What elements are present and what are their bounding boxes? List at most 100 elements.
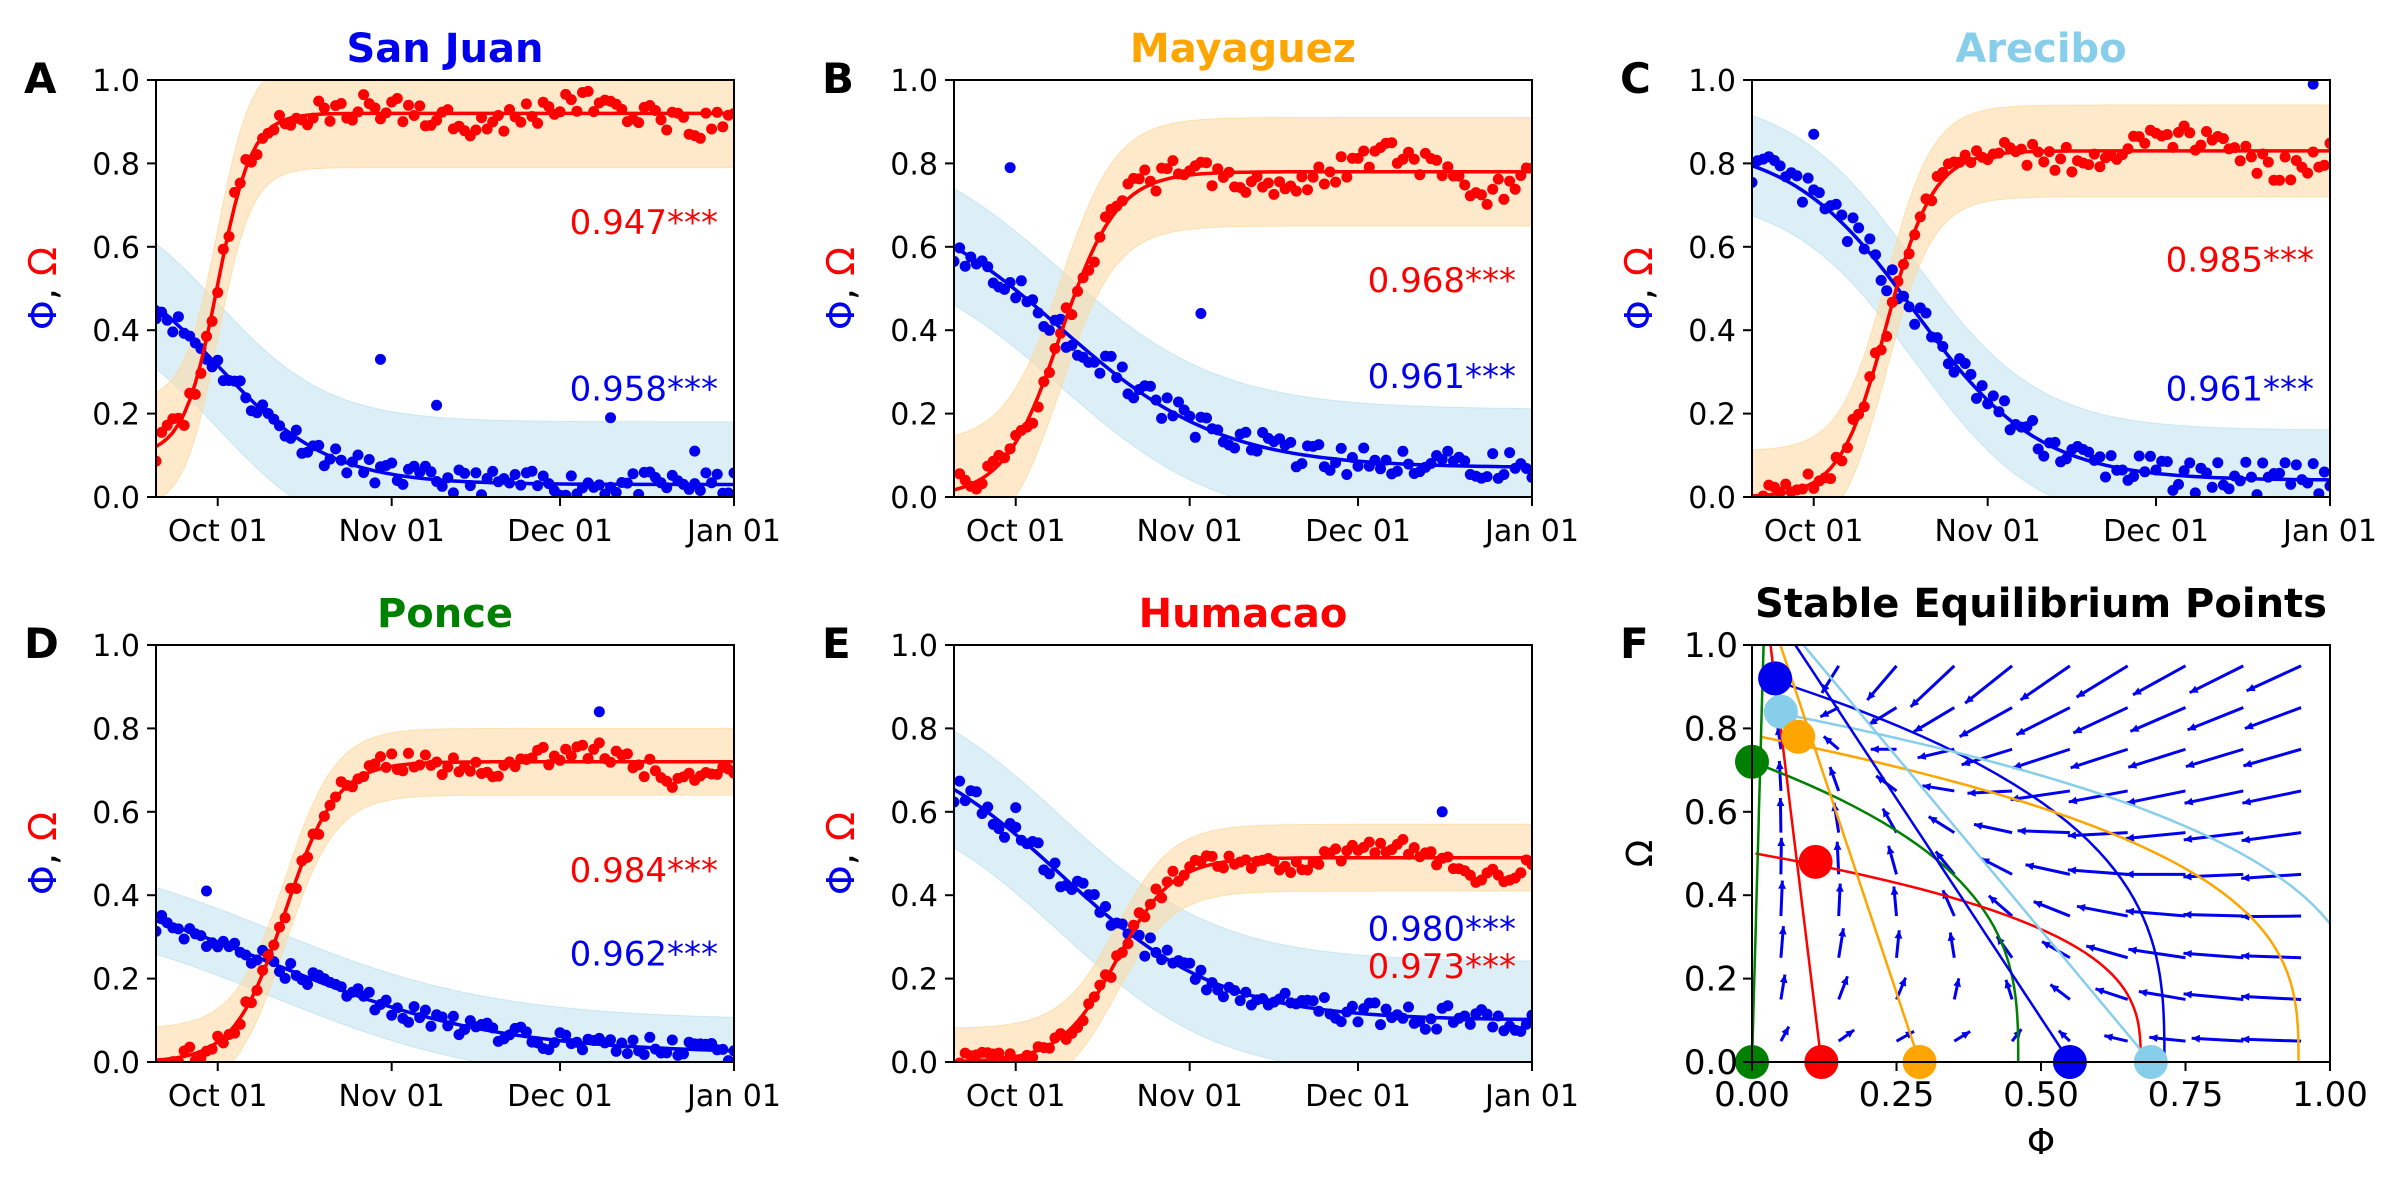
omega-point [577,739,588,751]
phi-point [397,478,409,490]
omega-point [2049,164,2061,176]
vector-arrow [2242,789,2302,805]
vector-arrowhead [1845,1029,1855,1038]
omega-point [1262,177,1274,189]
vector-arrow [1958,706,2013,738]
vector-arrow [2129,706,2187,733]
omega-point [2122,143,2134,155]
phi-point [1066,339,1078,351]
phi-point [1459,455,1471,467]
phi-fit-line [954,245,1532,469]
vector-arrow [2191,1036,2244,1043]
omega-point [2274,174,2285,186]
phi-point [605,412,617,424]
vector-arrowhead [2086,944,2096,952]
phi-point [1847,212,1859,224]
omega-point [2027,138,2039,150]
vector-arrowhead [1988,895,1998,905]
vector-arrowhead [1867,691,1876,701]
vector-arrowhead [2050,984,2060,993]
omega-point [1290,185,1302,197]
phi-point [2027,415,2039,426]
phi-point [2274,467,2285,479]
phi-point [1864,233,1876,245]
phi-point [1808,128,1820,140]
plot-area [156,706,734,1062]
omega-point [1167,865,1179,877]
phi-point [1105,350,1117,362]
omega-fit-score: 0.985*** [2166,240,2314,280]
vector-arrowhead [2104,1033,2114,1042]
equilibrium-points [1735,661,2168,1079]
phi-point [1442,445,1454,457]
phi-point [999,831,1010,843]
y-axis-label: Φ, Ω [21,247,65,330]
vector-arrowhead [1959,729,1969,737]
vector-arrow [2067,831,2128,838]
vector-arrow [2183,992,2244,1001]
y-tick-label: 0.8 [1684,709,1738,749]
omega-point [1487,183,1499,195]
omega-point [274,109,285,121]
phi-point [2173,478,2184,490]
phi-point [1375,463,1386,475]
omega-point [1504,175,1516,187]
vector-arrow [2010,789,2071,802]
omega-point [1330,843,1342,855]
phi-fit-score: 0.961*** [2166,370,2314,410]
phi-nullcline [1752,645,1765,1062]
vector-arrow [2245,664,2302,693]
y-tick-label: 0.2 [890,398,938,433]
vector-arrowhead [2183,835,2193,843]
omega-point [184,1041,196,1053]
omega-point [1425,846,1437,858]
omega-points [1757,120,2330,497]
vector-arrowhead [2070,761,2080,770]
phi-confidence-band [954,187,1532,497]
omega-point [1498,193,1510,205]
omega-point [1358,145,1370,157]
omega-point [1313,161,1325,173]
y-label-phi: Φ [21,865,65,895]
omega-point [419,749,431,761]
phi-point [1088,889,1100,900]
vector-arrowhead [2244,721,2254,730]
x-tick-label: Nov 01 [339,1079,445,1114]
omega-point [1150,185,1162,197]
phi-point [1352,1016,1364,1028]
omega-point [2184,127,2196,139]
phi-point [234,375,246,387]
phi-point [1369,997,1381,1009]
vector-arrowhead [1776,798,1785,807]
omega-point [498,125,510,137]
omega-point [949,1064,960,1075]
vector-arrowhead [2183,990,2192,999]
phi-point [1526,472,1532,483]
omega-point [1352,152,1364,164]
phi-points [1752,80,2330,497]
vector-arrowhead [2241,992,2250,1001]
phi-point [1948,366,1960,378]
vector-arrowhead [2241,873,2250,882]
axes-frame [155,644,735,1063]
x-tick-label: Jan 01 [685,514,781,549]
omega-fit-score: 0.984*** [570,851,718,891]
vector-arrowhead [2017,827,2026,835]
x-tick-label: Oct 01 [168,1079,268,1114]
y-tick-label: 0.6 [890,796,938,831]
omega-point [2021,159,2033,171]
omega-point [515,116,527,128]
equilibrium-point [1763,694,1798,729]
omega-point [1959,149,1971,161]
phi-point [1100,901,1111,912]
x-tick-label: 1.00 [2292,1075,2368,1115]
phi-point [954,255,960,267]
phi-point [678,1048,689,1060]
y-tick-label: 0.2 [890,963,938,998]
omega-nullcline [1771,710,2330,926]
vector-arrow [2185,747,2244,769]
phi-point [167,326,179,338]
phi-point [1920,307,1932,319]
phi-point [1987,390,1999,402]
x-tick-label: Jan 01 [1483,1079,1579,1114]
